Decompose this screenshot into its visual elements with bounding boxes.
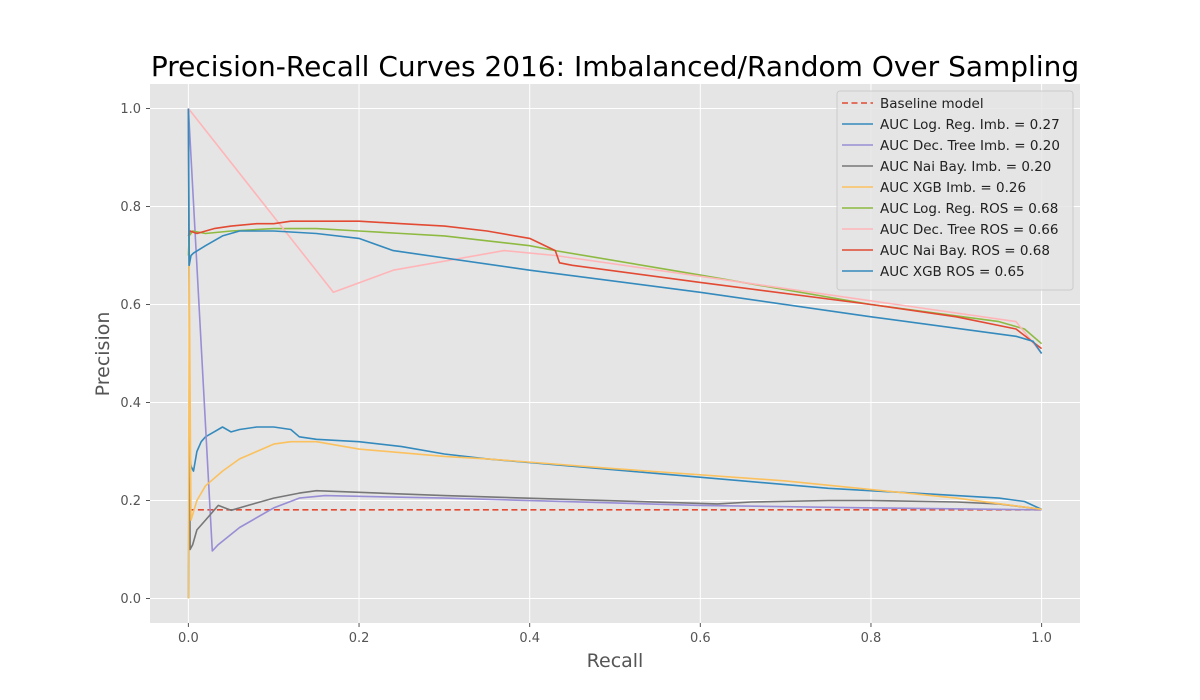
- y-axis-ticks: 0.0 0.2 0.4 0.6 0.8 1.0: [120, 102, 150, 607]
- series-line-4: [187, 264, 1042, 599]
- x-tick-label: 0.8: [861, 631, 882, 646]
- y-tick-label: 0.0: [120, 592, 141, 607]
- series-line-2: [187, 108, 1042, 552]
- legend-label-6: AUC Dec. Tree ROS = 0.66: [880, 222, 1059, 238]
- y-tick-label: 0.6: [120, 298, 141, 313]
- legend-label-8: AUC XGB ROS = 0.65: [880, 264, 1025, 280]
- series-lines: [187, 108, 1043, 599]
- legend-label-1: AUC Log. Reg. Imb. = 0.27: [880, 117, 1060, 133]
- y-axis-label: Precision: [92, 312, 114, 397]
- series-line-7: [187, 220, 1043, 350]
- series-line-8: [187, 108, 1043, 354]
- legend-label-2: AUC Dec. Tree Imb. = 0.20: [880, 138, 1060, 154]
- legend-box: [836, 90, 1074, 291]
- chart-title: Precision-Recall Curves 2016: Imbalanced…: [151, 50, 1079, 83]
- legend-label-4: AUC XGB Imb. = 0.26: [880, 180, 1026, 196]
- legend: Baseline model AUC Log. Reg. Imb. = 0.27 A…: [836, 90, 1074, 291]
- x-tick-label: 0.6: [690, 631, 711, 646]
- y-tick-label: 0.2: [120, 494, 141, 509]
- y-tick-label: 1.0: [120, 102, 141, 117]
- x-tick-label: 0.4: [519, 631, 540, 646]
- x-tick-label: 1.0: [1031, 631, 1052, 646]
- x-axis-label: Recall: [587, 650, 644, 672]
- series-line-3: [187, 108, 1042, 551]
- series-line-6: [187, 108, 1043, 355]
- legend-label-0: Baseline model: [880, 96, 984, 112]
- x-tick-label: 0.2: [349, 631, 370, 646]
- x-tick-label: 0.0: [178, 631, 199, 646]
- series-line-1: [187, 426, 1042, 599]
- y-tick-label: 0.4: [120, 396, 141, 411]
- legend-label-7: AUC Nai Bay. ROS = 0.68: [880, 243, 1050, 259]
- x-axis-ticks: 0.0 0.2 0.4 0.6 0.8 1.0: [178, 623, 1052, 646]
- legend-label-3: AUC Nai Bay. Imb. = 0.20: [880, 159, 1051, 175]
- legend-label-5: AUC Log. Reg. ROS = 0.68: [880, 201, 1058, 217]
- y-tick-label: 0.8: [120, 200, 141, 215]
